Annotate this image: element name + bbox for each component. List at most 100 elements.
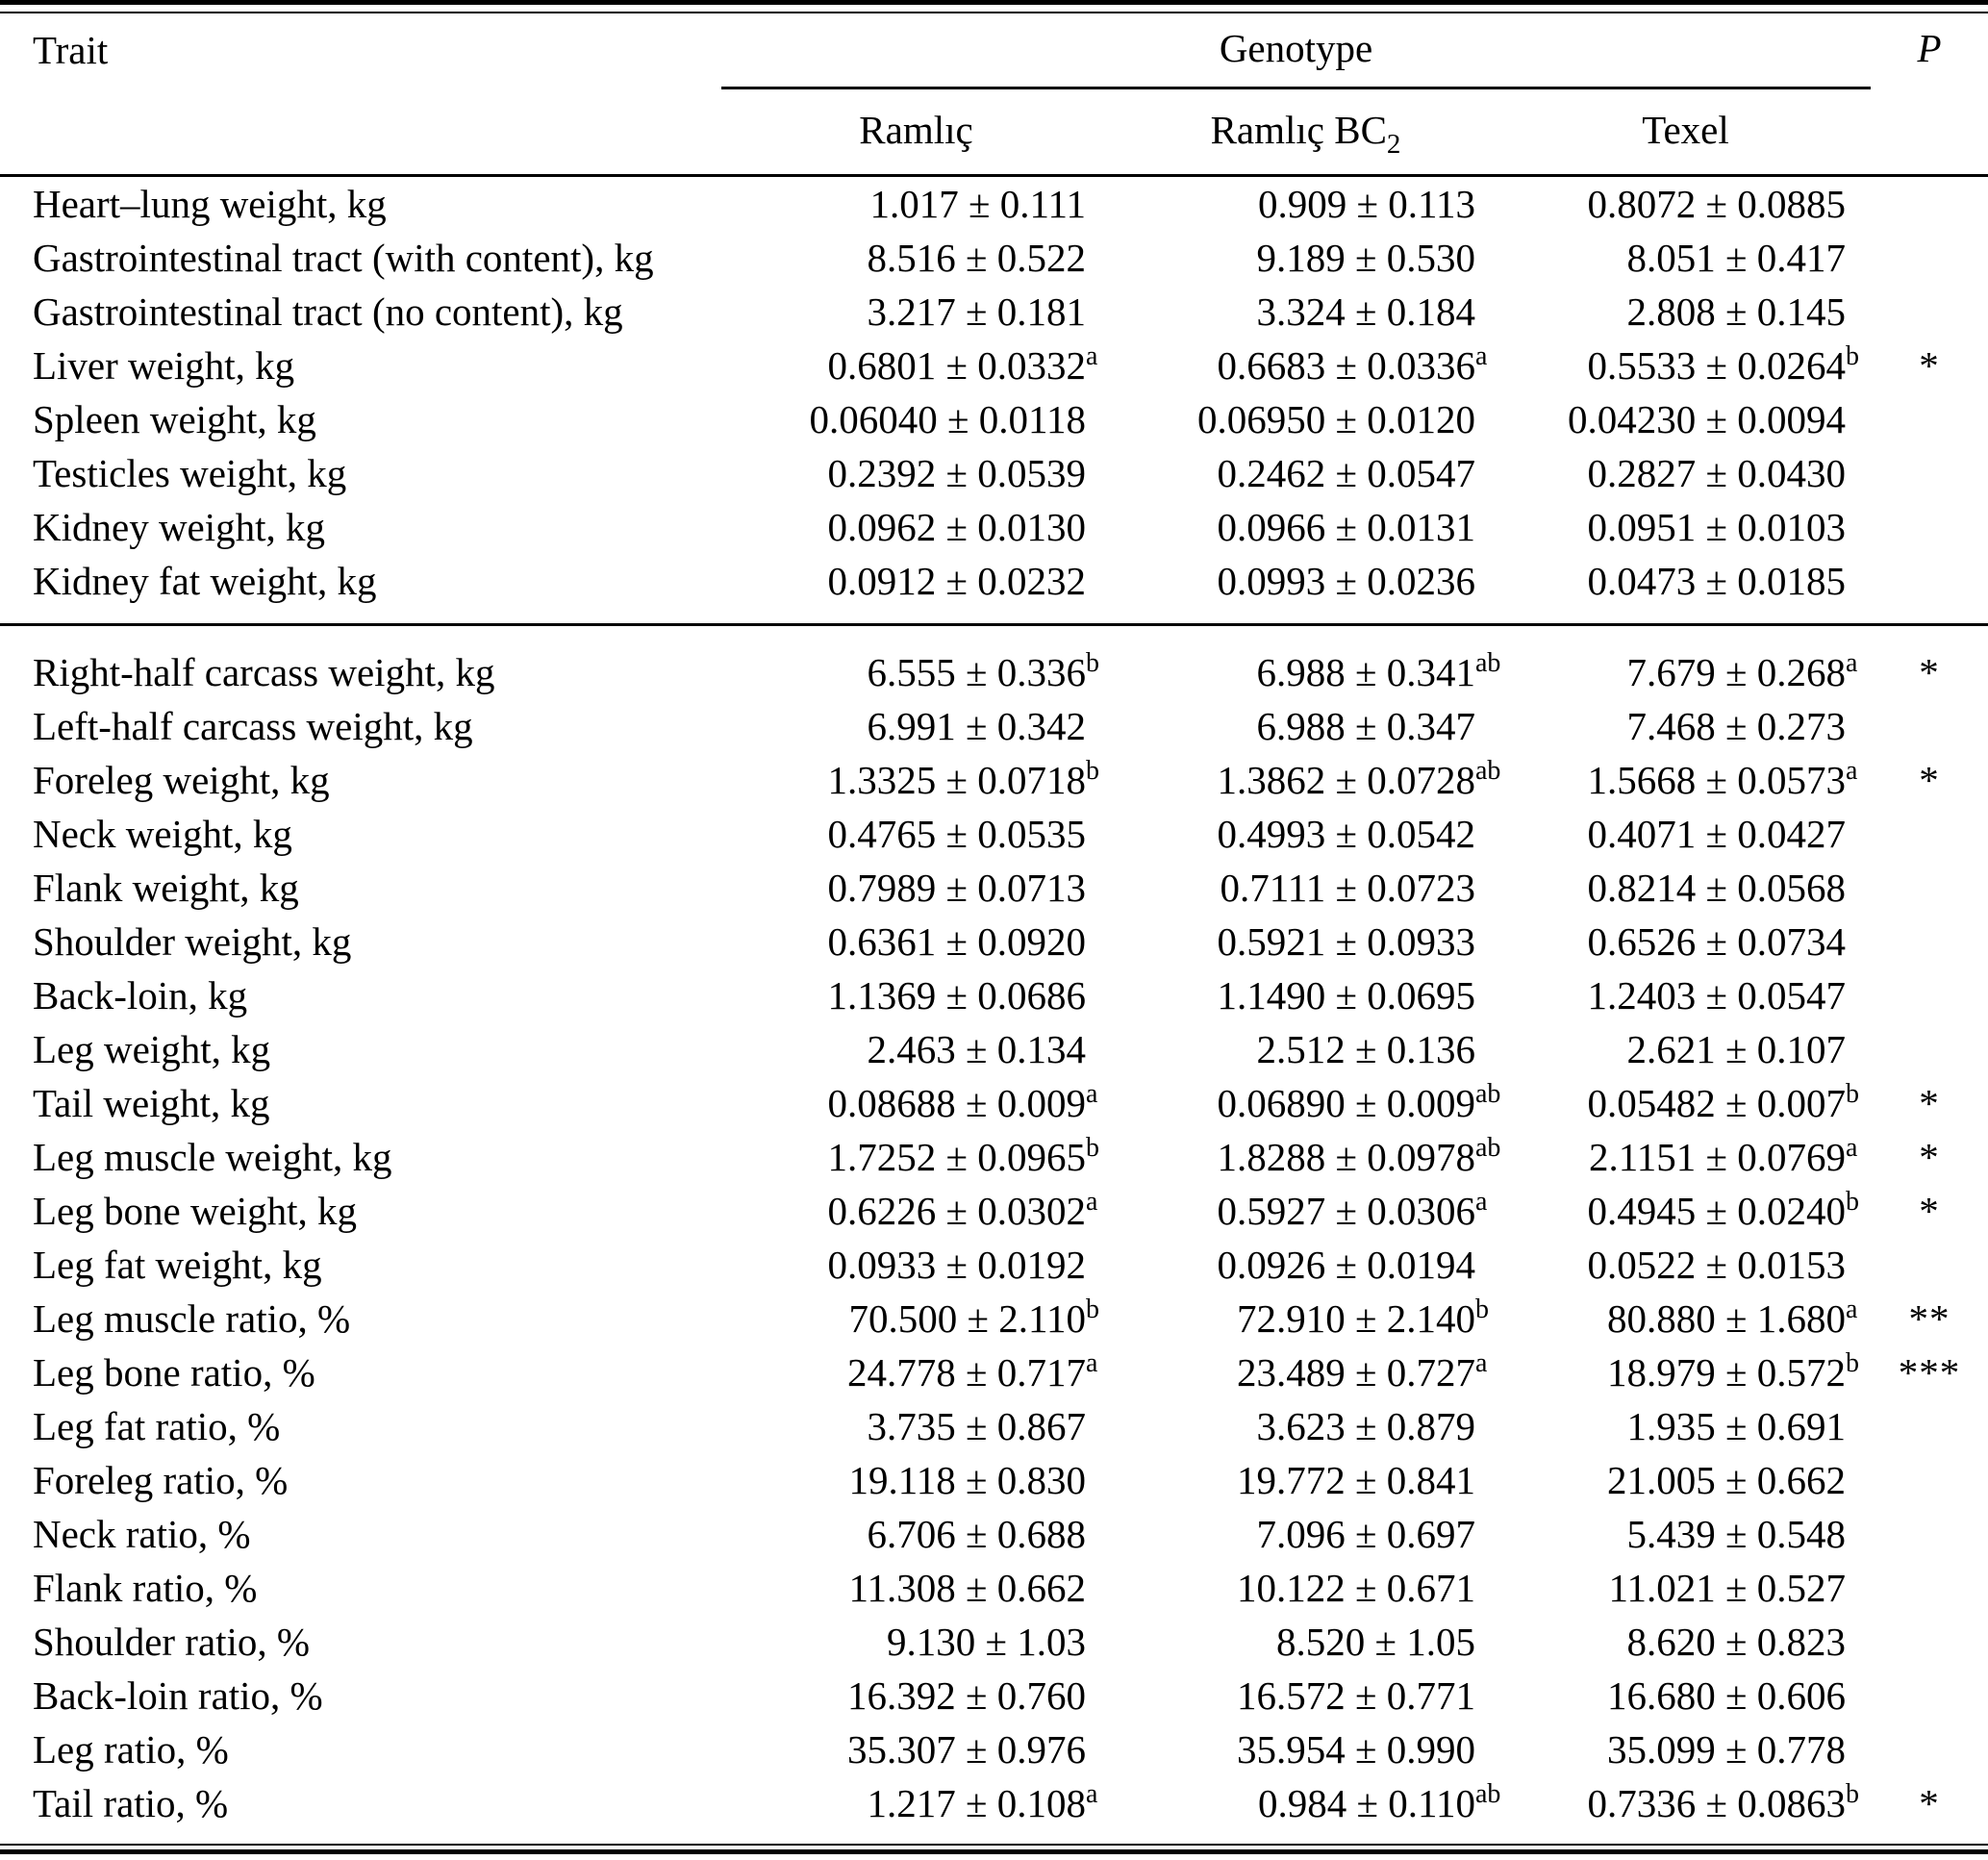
trait-label: Leg muscle weight, kg [33, 1135, 392, 1179]
mean-sd-value: 1.3325 ± 0.0718 [827, 758, 1086, 802]
value-cell: 0.06040 ± 0.0118 [721, 392, 1111, 446]
significance-superscript: b [1475, 1294, 1489, 1324]
p-value-stars [1871, 1507, 1988, 1561]
p-value-stars [1871, 554, 1988, 625]
column-header-ramlic-bc2-subscript: 2 [1386, 129, 1401, 160]
value-cell: 2.808 ± 0.145 [1500, 285, 1871, 339]
value-cell: 0.04230 ± 0.0094 [1500, 392, 1871, 446]
mean-sd-value: 6.991 ± 0.342 [867, 704, 1086, 748]
column-header-texel: Texel [1500, 88, 1872, 177]
mean-sd-value: 21.005 ± 0.662 [1607, 1458, 1847, 1502]
trait-label: Leg fat weight, kg [33, 1243, 322, 1287]
trait-label: Spleen weight, kg [33, 397, 316, 441]
value-cell: 0.7989 ± 0.0713 [721, 861, 1111, 915]
mean-sd-value: 0.5921 ± 0.0933 [1217, 919, 1475, 964]
p-value-stars [1871, 176, 1988, 232]
mean-sd-value: 1.1369 ± 0.0686 [827, 973, 1086, 1018]
p-value-stars: ** [1908, 1296, 1950, 1341]
value-cell: 0.0522 ± 0.0153 [1500, 1238, 1871, 1292]
trait-label: Neck weight, kg [33, 812, 292, 856]
mean-sd-value: 1.8288 ± 0.0978 [1217, 1135, 1475, 1179]
table-row: Leg muscle weight, kg 1.7252 ± 0.0965b 1.8… [0, 1130, 1988, 1184]
value-cell: 1.3325 ± 0.0718b [721, 753, 1111, 807]
mean-sd-value: 2.808 ± 0.145 [1626, 289, 1847, 334]
mean-sd-value: 19.772 ± 0.841 [1236, 1458, 1475, 1502]
significance-superscript: a [1086, 341, 1098, 371]
mean-sd-value: 0.04230 ± 0.0094 [1568, 397, 1847, 441]
mean-sd-value: 35.099 ± 0.778 [1607, 1727, 1847, 1772]
table-row: Leg muscle ratio, % 70.500 ± 2.110b 72.910… [0, 1292, 1988, 1345]
mean-sd-value: 80.880 ± 1.680 [1607, 1296, 1847, 1341]
table-row: Leg bone ratio, % 24.778 ± 0.717a 23.489 ±… [0, 1345, 1988, 1399]
value-cell: 1.1369 ± 0.0686 [721, 968, 1111, 1022]
significance-superscript: b [1086, 648, 1099, 678]
significance-superscript: a [1086, 1079, 1098, 1109]
trait-label: Neck ratio, % [33, 1512, 251, 1556]
mean-sd-value: 6.555 ± 0.336 [867, 650, 1086, 694]
value-cell: 0.6801 ± 0.0332a [721, 339, 1111, 392]
mean-sd-value: 72.910 ± 2.140 [1236, 1296, 1475, 1341]
value-cell: 2.463 ± 0.134 [721, 1022, 1111, 1076]
mean-sd-value: 16.680 ± 0.606 [1607, 1673, 1847, 1718]
trait-label: Tail ratio, % [33, 1781, 229, 1825]
significance-superscript: b [1846, 1079, 1860, 1109]
trait-label: Shoulder ratio, % [33, 1620, 311, 1664]
mean-sd-value: 0.0926 ± 0.0194 [1217, 1243, 1475, 1287]
column-header-texel-label: Texel [1642, 108, 1729, 152]
p-value-stars: * [1919, 1189, 1940, 1233]
value-cell: 0.5927 ± 0.0306a [1111, 1184, 1500, 1238]
mean-sd-value: 0.4993 ± 0.0542 [1217, 812, 1475, 856]
trait-label: Gastrointestinal tract (no content), kg [33, 289, 623, 334]
table-row: Gastrointestinal tract (no content), kg 3… [0, 285, 1988, 339]
significance-superscript: a [1846, 1133, 1858, 1163]
mean-sd-value: 0.2827 ± 0.0430 [1587, 451, 1847, 495]
value-cell: 3.735 ± 0.867 [721, 1399, 1111, 1453]
mean-sd-value: 8.051 ± 0.417 [1626, 236, 1847, 280]
trait-label: Liver weight, kg [33, 343, 295, 388]
significance-superscript: b [1086, 1294, 1099, 1324]
value-cell: 3.623 ± 0.879 [1111, 1399, 1500, 1453]
mean-sd-value: 5.439 ± 0.548 [1626, 1512, 1847, 1556]
mean-sd-value: 7.096 ± 0.697 [1256, 1512, 1475, 1556]
mean-sd-value: 1.2403 ± 0.0547 [1587, 973, 1847, 1018]
value-cell: 1.8288 ± 0.0978ab [1111, 1130, 1500, 1184]
value-cell: 23.489 ± 0.727a [1111, 1345, 1500, 1399]
mean-sd-value: 0.0912 ± 0.0232 [827, 559, 1086, 603]
value-cell: 0.0912 ± 0.0232 [721, 554, 1111, 625]
top-rule-heavy [0, 0, 1988, 5]
value-cell: 0.0966 ± 0.0131 [1111, 500, 1500, 554]
value-cell: 16.392 ± 0.760 [721, 1669, 1111, 1722]
mean-sd-value: 6.988 ± 0.341 [1256, 650, 1475, 694]
bottom-rule-light [0, 1844, 1988, 1846]
value-cell: 0.4993 ± 0.0542 [1111, 807, 1500, 861]
value-cell: 0.6683 ± 0.0336a [1111, 339, 1500, 392]
mean-sd-value: 0.0933 ± 0.0192 [827, 1243, 1086, 1287]
mean-sd-value: 0.6361 ± 0.0920 [827, 919, 1086, 964]
mean-sd-value: 1.7252 ± 0.0965 [827, 1135, 1086, 1179]
table-row: Foreleg weight, kg 1.3325 ± 0.0718b 1.3862… [0, 753, 1988, 807]
mean-sd-value: 2.463 ± 0.134 [867, 1027, 1086, 1071]
p-value-stars: * [1919, 343, 1940, 388]
value-cell: 21.005 ± 0.662 [1500, 1453, 1871, 1507]
p-value-stars [1871, 915, 1988, 968]
p-value-stars: * [1919, 1135, 1940, 1179]
mean-sd-value: 0.984 ± 0.110 [1258, 1781, 1475, 1825]
mean-sd-value: 1.935 ± 0.691 [1626, 1404, 1847, 1448]
value-cell: 0.0926 ± 0.0194 [1111, 1238, 1500, 1292]
significance-superscript: a [1086, 1348, 1098, 1378]
mean-sd-value: 35.954 ± 0.990 [1236, 1727, 1475, 1772]
p-value-stars [1871, 1238, 1988, 1292]
value-cell: 10.122 ± 0.671 [1111, 1561, 1500, 1615]
value-cell: 0.5921 ± 0.0933 [1111, 915, 1500, 968]
value-cell: 9.130 ± 1.03 [721, 1615, 1111, 1669]
table-row: Back-loin, kg 1.1369 ± 0.0686 1.1490 ± 0.0… [0, 968, 1988, 1022]
table-row: Shoulder ratio, % 9.130 ± 1.03 8.520 ± 1.0… [0, 1615, 1988, 1669]
table-row: Gastrointestinal tract (with content), k… [0, 231, 1988, 285]
mean-sd-value: 24.778 ± 0.717 [846, 1350, 1086, 1395]
trait-label: Leg weight, kg [33, 1027, 271, 1071]
table-row: Foreleg ratio, % 19.118 ± 0.830 19.772 ± 0… [0, 1453, 1988, 1507]
bottom-rule-heavy [0, 1849, 1988, 1854]
table-row: Back-loin ratio, % 16.392 ± 0.760 16.572 ±… [0, 1669, 1988, 1722]
trait-label: Right-half carcass weight, kg [0, 623, 721, 699]
mean-sd-value: 1.5668 ± 0.0573 [1587, 758, 1847, 802]
